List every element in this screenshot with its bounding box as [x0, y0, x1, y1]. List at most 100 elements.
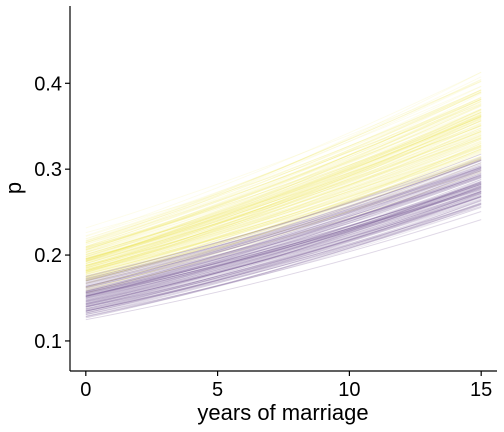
- series-line: [85, 108, 482, 260]
- series-line: [85, 203, 482, 307]
- series-line: [85, 141, 482, 273]
- series-line: [85, 183, 482, 300]
- series-line: [85, 91, 482, 251]
- series-line: [85, 181, 482, 308]
- series-line: [85, 167, 482, 283]
- y-axis-ticks: 0.1 0.2 0.3 0.4: [34, 73, 70, 353]
- series-line: [85, 174, 482, 295]
- series-line: [85, 116, 482, 248]
- series-line: [85, 159, 482, 272]
- series-line: [85, 104, 482, 261]
- series-line: [85, 127, 482, 273]
- series-line: [85, 103, 482, 248]
- series-line: [85, 199, 482, 307]
- series-line: [85, 101, 482, 251]
- series-line: [85, 133, 482, 269]
- series-line: [85, 136, 482, 273]
- series-line: [85, 97, 482, 245]
- series-line: [85, 188, 482, 297]
- series-line: [85, 170, 482, 297]
- series-line: [85, 159, 482, 288]
- series-line: [85, 185, 482, 299]
- series-line: [85, 116, 482, 257]
- series-line: [85, 111, 482, 255]
- series-line: [85, 182, 482, 301]
- series-line: [85, 175, 482, 297]
- series-line: [85, 203, 482, 312]
- series-line: [85, 191, 482, 311]
- series-line: [85, 162, 482, 290]
- series-line: [85, 120, 482, 267]
- series-line: [85, 159, 482, 282]
- series-line: [85, 174, 482, 284]
- x-tick-label: 15: [470, 379, 492, 401]
- series-line: [85, 86, 482, 248]
- series-line: [85, 137, 482, 270]
- series-line: [85, 138, 482, 281]
- series-line: [85, 172, 482, 294]
- series-line: [85, 196, 482, 303]
- series-line: [85, 199, 482, 316]
- series-line: [85, 134, 482, 278]
- series-line: [85, 102, 482, 254]
- series-line: [85, 93, 482, 262]
- series-line: [85, 112, 482, 262]
- series-line: [85, 115, 482, 265]
- series-line: [85, 119, 482, 273]
- series-line: [85, 195, 482, 310]
- series-line: [85, 113, 482, 252]
- series-line: [85, 202, 482, 311]
- series-line: [85, 190, 482, 305]
- y-tick-label: 0.4: [34, 73, 62, 95]
- series-line: [85, 185, 482, 303]
- series-line: [85, 115, 482, 262]
- series-line: [85, 114, 482, 260]
- x-tick-label: 5: [212, 379, 223, 401]
- series-line: [85, 189, 482, 306]
- series-line: [85, 117, 482, 268]
- series-line: [85, 162, 482, 289]
- series-line: [85, 178, 482, 301]
- series-line: [85, 149, 482, 288]
- series-line: [85, 163, 482, 288]
- series-line: [85, 160, 482, 287]
- series-line: [85, 149, 482, 276]
- series-line: [85, 92, 482, 248]
- series-line: [85, 162, 482, 287]
- series-line: [85, 175, 482, 287]
- series-line: [85, 78, 482, 242]
- series-line: [85, 176, 482, 287]
- series-line: [85, 158, 482, 286]
- y-tick-label: 0.2: [34, 245, 62, 267]
- series-line: [85, 108, 482, 263]
- series-line: [85, 132, 482, 270]
- series-line: [85, 156, 482, 288]
- series-line: [85, 98, 482, 244]
- series-line: [85, 81, 482, 229]
- series-line: [85, 111, 482, 261]
- series-line: [85, 138, 482, 273]
- series-line: [85, 198, 482, 307]
- series-line: [85, 192, 482, 305]
- series-line: [85, 183, 482, 294]
- series-line: [85, 185, 482, 308]
- series-line: [85, 158, 482, 277]
- series-line: [85, 104, 482, 258]
- series-line: [85, 186, 482, 302]
- series-line: [85, 175, 482, 290]
- series-line: [85, 118, 482, 266]
- series-line: [85, 165, 482, 287]
- series-line: [85, 187, 482, 297]
- series-line: [85, 98, 482, 250]
- series-line: [85, 169, 482, 297]
- series-line: [85, 130, 482, 277]
- series-line: [85, 165, 482, 293]
- series-line: [85, 182, 482, 304]
- series-line: [85, 152, 482, 280]
- series-line: [85, 186, 482, 307]
- series-line: [85, 174, 482, 296]
- series-line: [85, 181, 482, 302]
- series-line: [85, 91, 482, 240]
- series-line: [85, 124, 482, 264]
- series-line: [85, 115, 482, 260]
